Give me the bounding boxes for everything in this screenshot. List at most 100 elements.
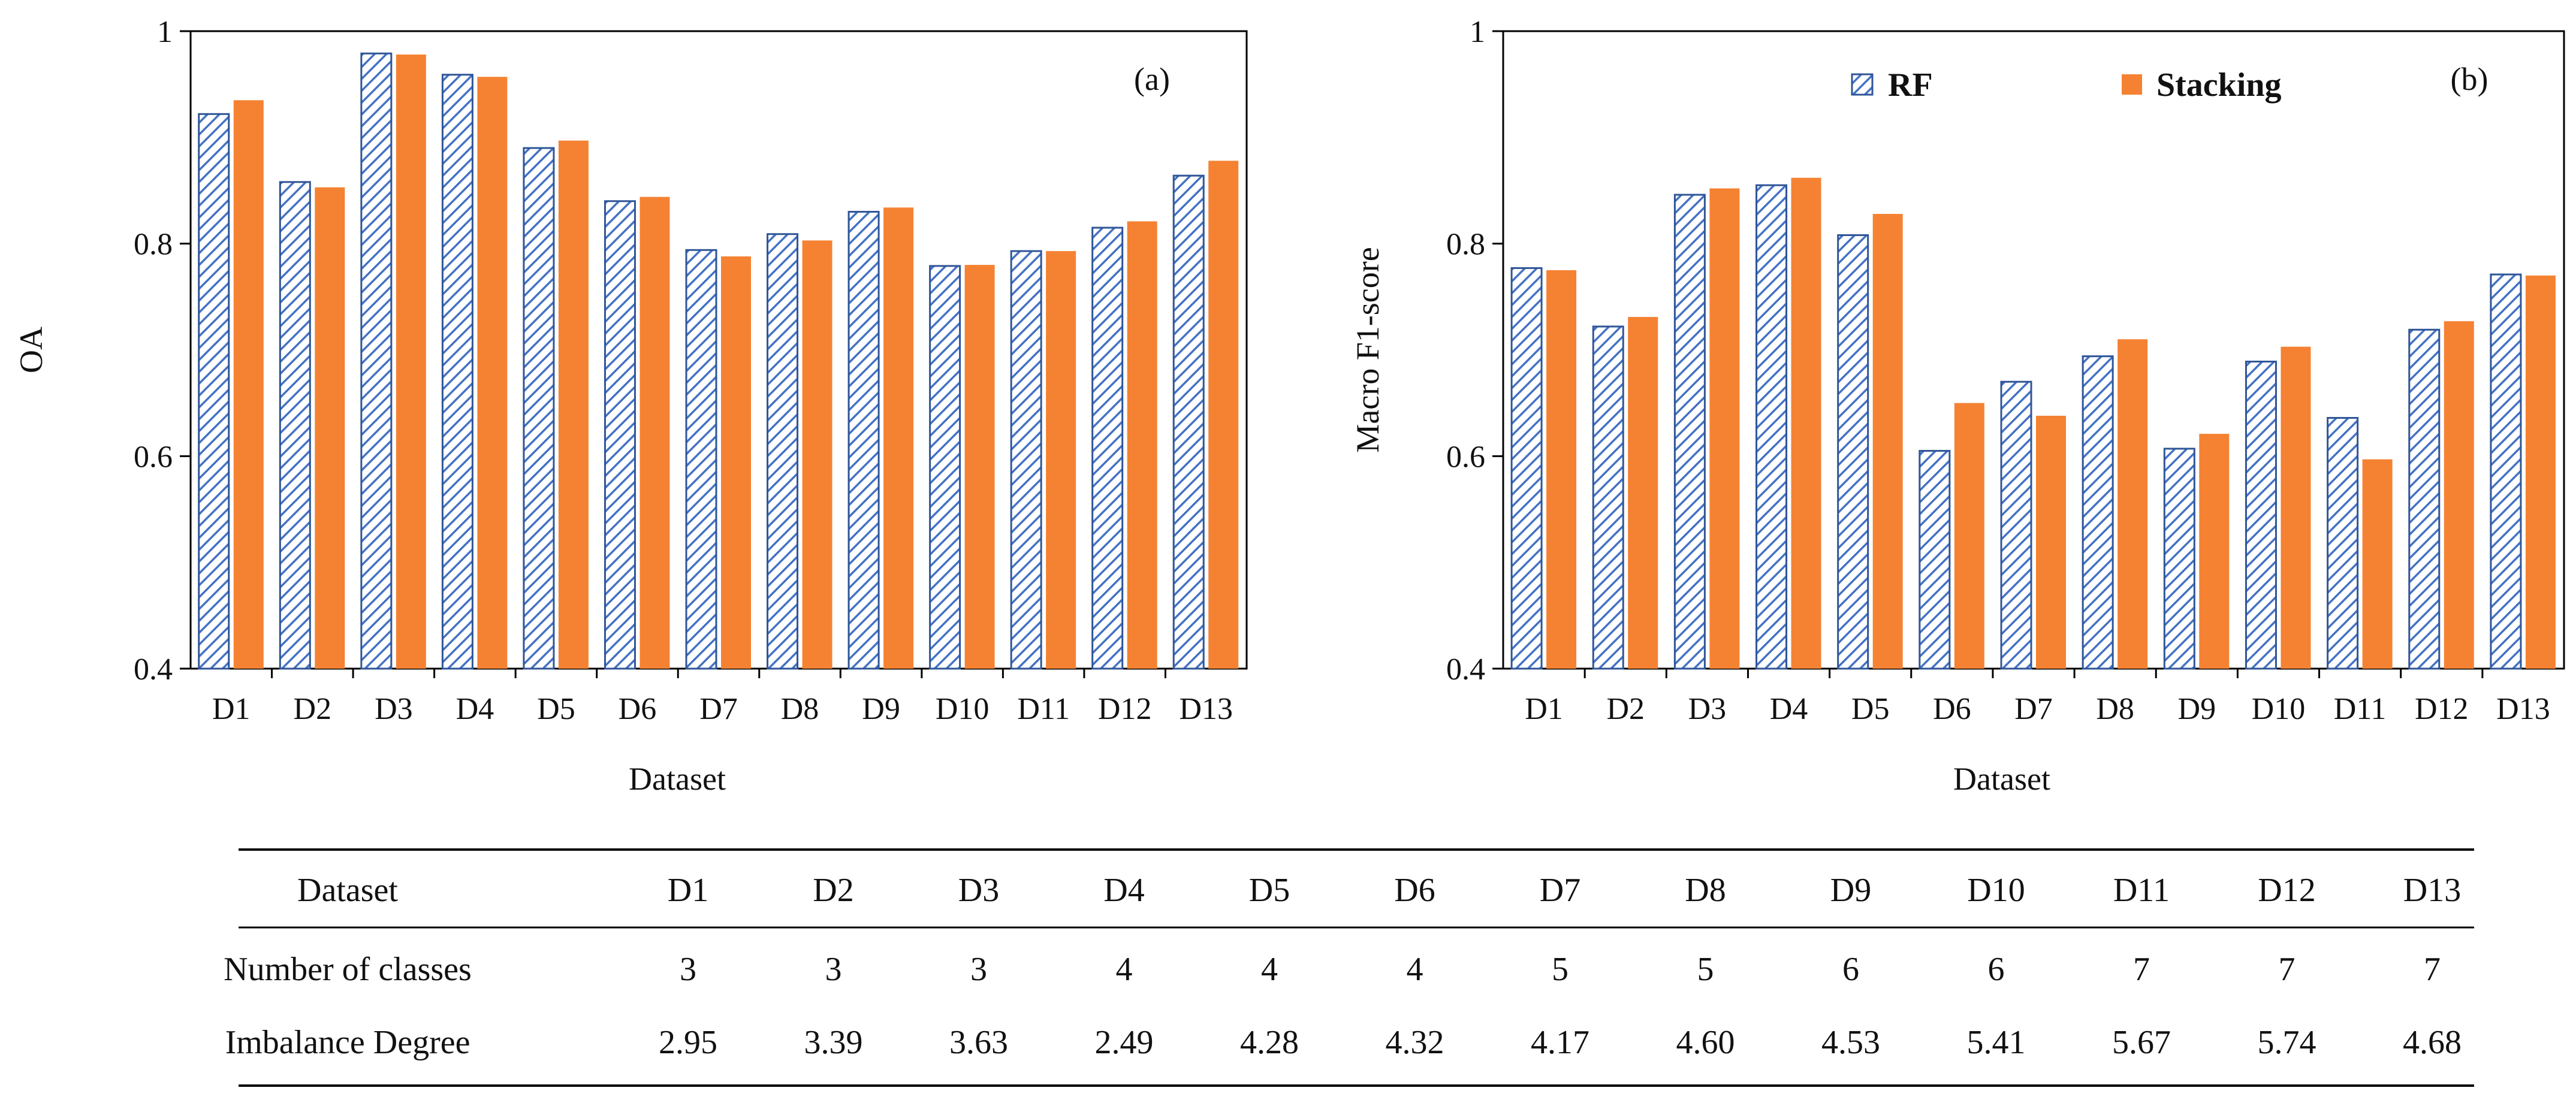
bar-stacking-d2: [315, 187, 345, 669]
bar-stacking-d13: [2525, 275, 2556, 669]
table-header-cell: D5: [1249, 872, 1290, 909]
bar-rf-d12: [2408, 328, 2441, 670]
bar-stacking-d12: [2444, 321, 2474, 669]
x-tick-label: D3: [1688, 692, 1727, 726]
x-tick-label: D6: [619, 692, 657, 726]
bar-rf-d5: [1837, 234, 1869, 670]
table-cell: 3.63: [949, 1024, 1008, 1061]
x-tick-label: D11: [1017, 692, 1070, 726]
bar-stacking-d10: [2281, 346, 2311, 669]
x-tick-label: D4: [1770, 692, 1808, 726]
bar-rf-d13: [1172, 174, 1205, 670]
y-tick-label: 0.6: [1446, 440, 1485, 474]
bar-stacking-d9: [883, 207, 914, 669]
plot-area-b: [1502, 30, 2565, 670]
bar-stacking-d3: [396, 55, 426, 669]
legend-label-rf: RF: [1888, 67, 1933, 104]
table-header-cell: D9: [1830, 872, 1871, 909]
bar-stacking-d3: [1709, 188, 1740, 669]
x-tick-label: D9: [862, 692, 900, 726]
table-header-cell: D7: [1540, 872, 1580, 909]
table-cell: Imbalance Degree: [225, 1024, 470, 1061]
table-cell: 4: [1407, 951, 1423, 988]
table-header-cell: D4: [1103, 872, 1144, 909]
bar-rf-d8: [767, 233, 799, 670]
x-tick-label: D8: [2096, 692, 2134, 726]
bar-stacking-d7: [2036, 415, 2066, 669]
table-header-cell: D2: [813, 872, 853, 909]
bar-rf-d13: [2490, 273, 2522, 670]
table-cell: 3: [970, 951, 987, 988]
data-table: Dataset D1 D2 D3 D4 D5 D6 D7 D8 D9 D10 D11 D12 D13 Num…: [224, 848, 2474, 1087]
x-tick-label: D7: [699, 692, 738, 726]
x-tick-label: D3: [375, 692, 413, 726]
table-cell: 2.49: [1095, 1024, 1154, 1061]
panel-label-b: (b): [2451, 61, 2488, 97]
table-cell: 4.28: [1240, 1024, 1299, 1061]
bar-rf-d1: [198, 113, 230, 670]
table-cell: 5.41: [1967, 1024, 2026, 1061]
bar-rf-d8: [2082, 355, 2114, 670]
x-tick-label: D5: [537, 692, 575, 726]
x-tick-label: D12: [1098, 692, 1152, 726]
bar-stacking-d2: [1628, 317, 1658, 669]
bar-rf-d10: [2245, 361, 2277, 670]
bar-rf-d7: [2000, 380, 2032, 670]
bar-rf-d4: [441, 74, 473, 670]
bar-stacking-d11: [1046, 251, 1076, 669]
x-tick-label: D12: [2415, 692, 2469, 726]
bar-rf-d3: [1673, 194, 1706, 670]
bar-rf-d10: [929, 265, 961, 670]
chart-panel-a: 0.4 0.6 0.8 1 D1 D2 D3 D4 D5 D6 D7 D8 D9 D10 D11 D12 D1…: [13, 15, 1248, 797]
x-tick-label: D7: [2014, 692, 2053, 726]
table-cell: 3: [680, 951, 696, 988]
x-tick-label: D11: [2334, 692, 2387, 726]
x-tick-label: D1: [1525, 692, 1563, 726]
bar-stacking-d8: [802, 240, 832, 669]
bar-stacking-d1: [233, 100, 264, 669]
y-axis-title-a: OA: [13, 327, 49, 373]
chart-panel-b: 0.4 0.6 0.8 1 D1 D2 D3 D4 D5 D6 D7 D8 D9 D10 D11 D12 D1…: [1350, 15, 2565, 797]
x-tick-label: D13: [1179, 692, 1233, 726]
y-tick-label: 0.6: [134, 440, 173, 474]
table-cell: 3: [825, 951, 842, 988]
table-cell: 5.74: [2258, 1024, 2316, 1061]
y-tick-label: 0.8: [134, 228, 173, 262]
bar-stacking-d6: [640, 197, 670, 669]
y-tick-label: 1: [157, 15, 173, 49]
bar-stacking-d6: [1954, 403, 1984, 669]
legend-label-stacking: Stacking: [2156, 67, 2282, 104]
table-cell: 7: [2424, 951, 2441, 988]
table-header-cell: D1: [668, 872, 708, 909]
legend-swatch-stacking: [2122, 74, 2142, 95]
plot-area-a: [189, 30, 1248, 670]
legend-swatch-rf: [1851, 73, 1874, 96]
x-tick-label: D6: [1933, 692, 1971, 726]
y-tick-label: 0.8: [1446, 228, 1485, 262]
bar-stacking-d5: [558, 140, 589, 669]
bar-rf-d11: [1010, 250, 1042, 670]
x-tick-label: D4: [456, 692, 494, 726]
panel-label-a: (a): [1134, 61, 1170, 97]
table-cell: 2.95: [659, 1024, 717, 1061]
x-axis-title-b: Dataset: [1953, 761, 2050, 797]
y-tick-label: 0.4: [1446, 652, 1485, 687]
table-cell: 5.67: [2112, 1024, 2171, 1061]
table-cell: 7: [2279, 951, 2296, 988]
bar-rf-d11: [2327, 416, 2359, 670]
bar-rf-d4: [1755, 184, 1788, 670]
table-cell: 7: [2133, 951, 2150, 988]
table-cell: 6: [1842, 951, 1859, 988]
table-cell: 3.39: [804, 1024, 863, 1061]
legend: RF Stacking: [1851, 67, 2282, 104]
table-header-cell: D8: [1685, 872, 1726, 909]
bar-rf-d12: [1091, 226, 1124, 670]
bar-rf-d7: [685, 249, 717, 670]
bar-rf-d3: [360, 52, 393, 670]
x-tick-label: D2: [294, 692, 332, 726]
table-cell: Number of classes: [224, 951, 472, 988]
x-tick-label: D5: [1851, 692, 1890, 726]
bar-stacking-d8: [2117, 339, 2148, 669]
bar-stacking-d4: [1791, 177, 1821, 669]
